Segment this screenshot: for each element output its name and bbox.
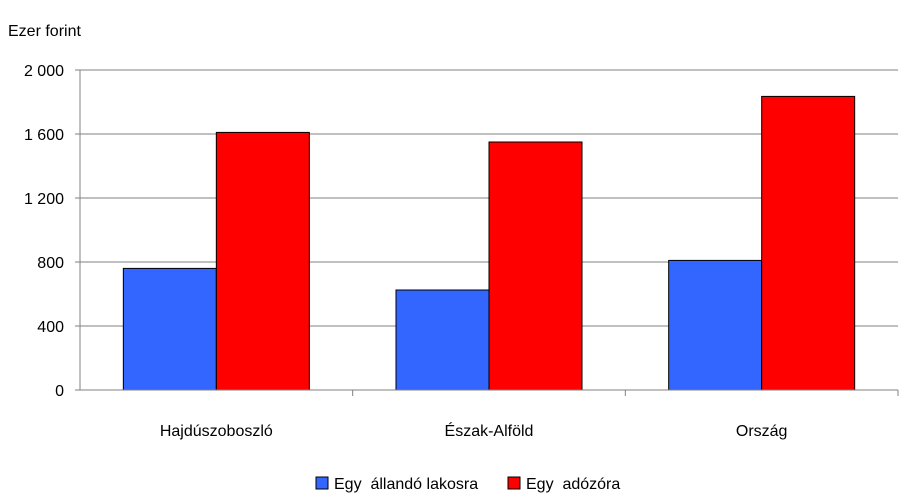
bar: [122, 267, 217, 391]
x-tick-label: Hajdúszoboszló: [160, 423, 273, 440]
x-tick-label: Észak-Alföld: [445, 421, 534, 440]
legend: Egy állandó lakosra Egy adózóra: [315, 476, 620, 493]
unit-label: Ezer forint: [8, 23, 81, 40]
y-tick-label: 1 600: [24, 127, 64, 144]
y-tick-label: 2 000: [24, 63, 64, 80]
x-tick-label: Ország: [736, 423, 788, 440]
bar: [395, 289, 490, 391]
y-tick-label: 800: [37, 255, 64, 272]
bar: [215, 131, 310, 391]
bar: [668, 259, 763, 391]
bar: [488, 141, 583, 391]
y-tick-label: 400: [37, 319, 64, 336]
bar: [761, 95, 856, 391]
legend-swatch: [315, 476, 329, 490]
legend-swatch: [507, 476, 521, 490]
y-tick-label: 1 200: [24, 191, 64, 208]
legend-label: Egy állandó lakosra: [334, 476, 478, 493]
bars: [122, 95, 856, 391]
x-axis-ticks: Hajdúszoboszló Észak-Alföld Ország: [160, 390, 899, 440]
y-axis-ticks: 0 400 800 1 200 1 600 2 000: [24, 63, 80, 400]
y-tick-label: 0: [55, 383, 64, 400]
legend-label: Egy adózóra: [526, 476, 620, 493]
